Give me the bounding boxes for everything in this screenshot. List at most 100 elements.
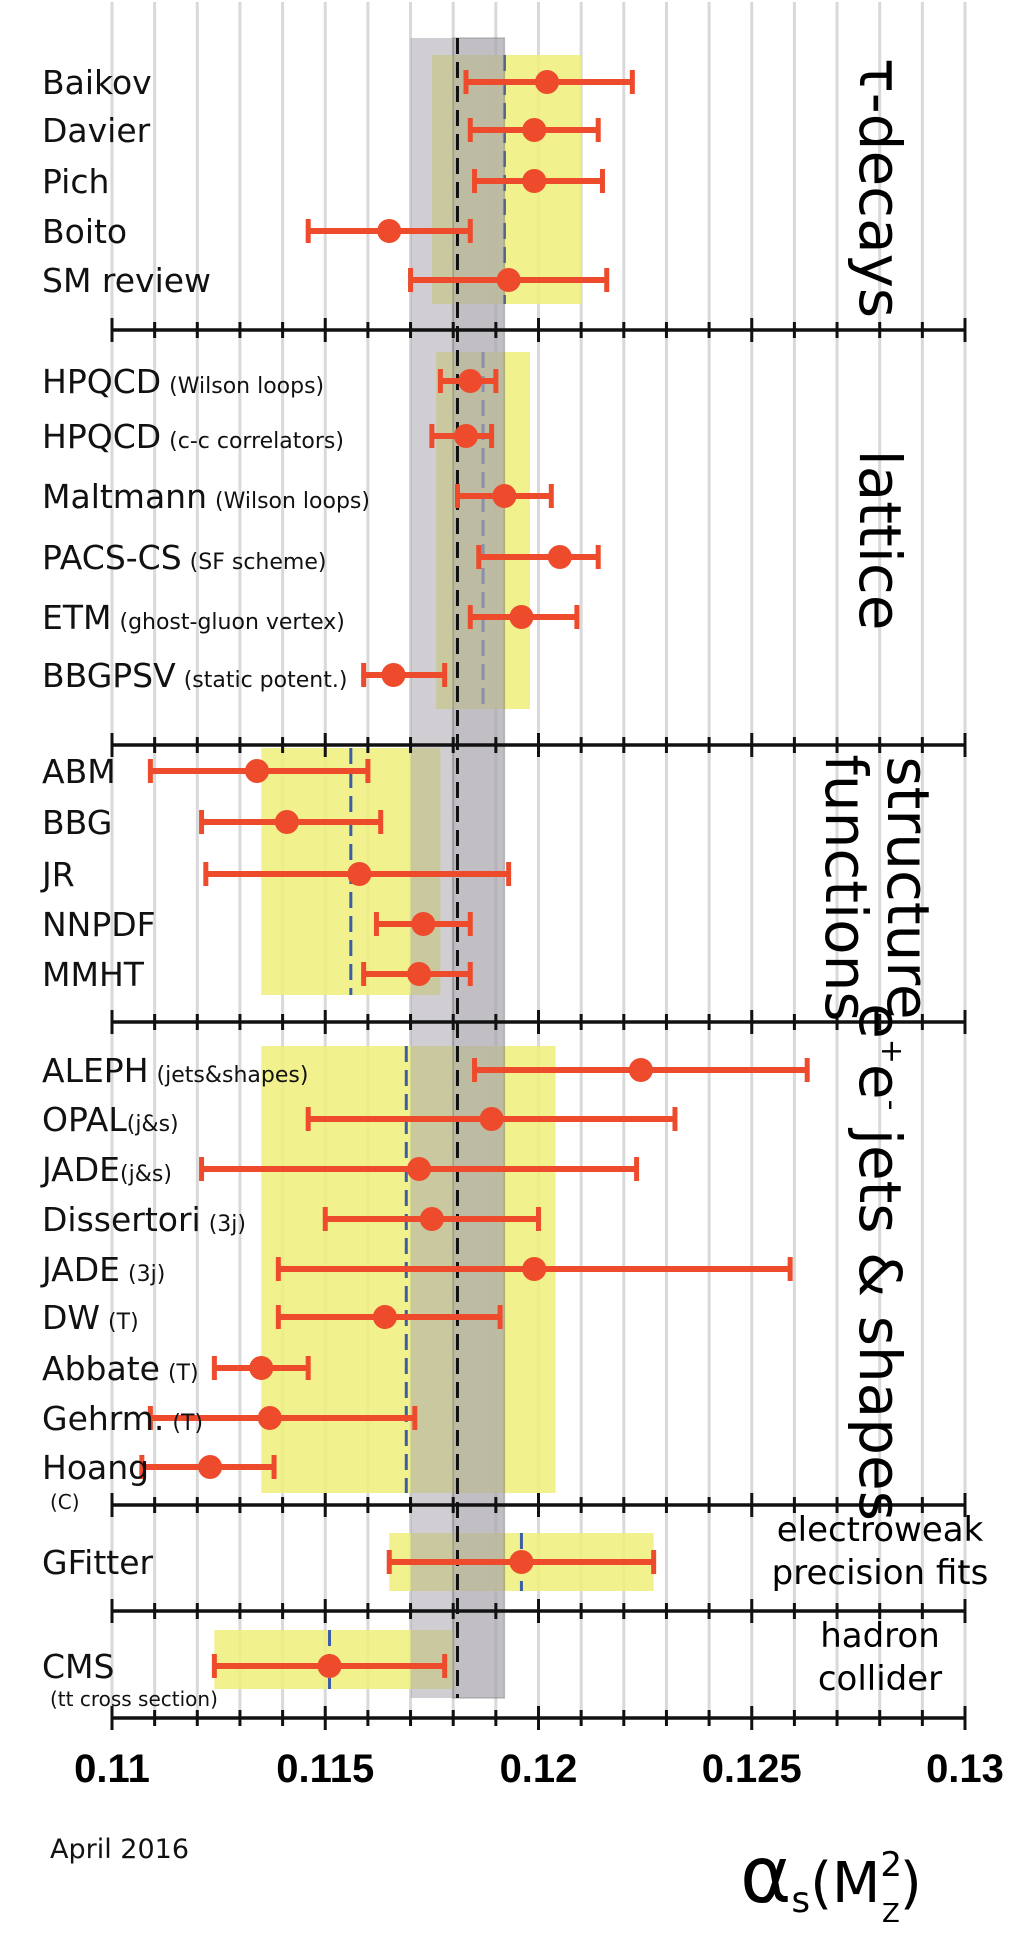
data-point [381, 663, 406, 687]
point-label-name: DW [42, 1298, 100, 1337]
measurement-lattice-5 [361, 663, 448, 687]
point-label-note: (T) [172, 1411, 203, 1436]
data-point [492, 484, 517, 508]
measurement-tau-decays-3 [305, 219, 473, 243]
date-label: April 2016 [50, 1834, 189, 1865]
measurement-ee-jets-shapes-2 [199, 1157, 640, 1181]
point-label-name: NNPDF [42, 905, 156, 944]
measurement-tau-decays-0 [463, 70, 635, 94]
measurement-ee-jets-shapes-3 [322, 1207, 541, 1231]
data-point [458, 369, 483, 393]
group-title-ee-jets-shapes: e+e- jets & shapes [846, 1003, 914, 1521]
point-label: SM review [42, 261, 211, 300]
x-tick-label: 0.12 [500, 1747, 578, 1791]
point-label-name: JR [40, 855, 75, 894]
point-label-name: Davier [42, 111, 151, 150]
point-label-name: Gehrm. [42, 1399, 164, 1438]
point-label: Baikov [42, 63, 152, 102]
point-label: NNPDF [42, 905, 156, 944]
data-point [274, 810, 299, 834]
point-label-note: (Wilson loops) [169, 374, 324, 399]
point-label: BBGPSV (static potent.) [42, 656, 347, 695]
x-tick-labels: 0.11 0.115 0.12 0.125 0.13 [74, 1747, 1004, 1791]
group-title-hadron-collider-line: collider [818, 1659, 942, 1699]
measurement-lattice-3 [476, 545, 601, 569]
point-label: Maltmann (Wilson loops) [42, 477, 370, 516]
x-axis-label-close: ) [900, 1851, 922, 1916]
data-point [522, 1257, 547, 1281]
point-label-name: Boito [42, 212, 127, 251]
point-label: ABM [42, 752, 116, 791]
measurement-lattice-4 [467, 605, 580, 629]
data-point [257, 1406, 282, 1430]
point-label-name: SM review [42, 261, 211, 300]
data-point [411, 912, 436, 936]
point-label-name: MMHT [42, 955, 145, 994]
measurement-layer [139, 70, 810, 1678]
point-label: PACS-CS (SF scheme) [42, 538, 326, 577]
point-label-note: (jets&shapes) [157, 1063, 309, 1088]
x-tick-label: 0.11 [74, 1747, 150, 1791]
point-label: HPQCD (Wilson loops) [42, 362, 324, 401]
point-label: Hoang [42, 1448, 149, 1487]
point-label-name: BBGPSV [42, 656, 176, 695]
group-title-tau-decays: τ-decays [846, 58, 914, 318]
group-title-electroweak-line: precision fits [772, 1553, 989, 1593]
measurement-tau-decays-1 [467, 118, 601, 142]
point-label-name: CMS [42, 1647, 114, 1686]
data-point [347, 862, 372, 886]
point-label-name: Abbate [42, 1349, 160, 1388]
point-label-name: Pich [42, 162, 109, 201]
point-label: GFitter [42, 1543, 154, 1582]
point-label-note: (static potent.) [184, 668, 348, 693]
data-point [522, 118, 547, 142]
world-average-inner-band [452, 37, 506, 1699]
data-point [407, 1157, 432, 1181]
data-point [479, 1107, 504, 1131]
measurement-structure-functions-1 [199, 810, 384, 834]
data-point [628, 1058, 653, 1082]
point-label: Dissertori (3j) [42, 1200, 246, 1239]
point-label-note: (Wilson loops) [215, 489, 370, 514]
point-label-name: ABM [42, 752, 116, 791]
point-label: MMHT [42, 955, 145, 994]
group-title-structure-functions-line: functions [812, 754, 880, 1021]
point-label-note: (T) [108, 1310, 139, 1335]
point-label: Boito [42, 212, 127, 251]
separator-layer [110, 318, 967, 1730]
x-axis-label: αs(M2 Z) [740, 1831, 922, 1929]
point-label-name: Baikov [42, 63, 152, 102]
point-label-name: ALEPH [42, 1051, 149, 1090]
point-label-name: Hoang [42, 1448, 149, 1487]
group-title-part: e [846, 1003, 914, 1039]
point-label-name: OPAL [42, 1100, 127, 1139]
data-point [509, 605, 534, 629]
label-layer: Baikov Davier Pich Boito SM review τ-decays HP… [40, 58, 988, 1711]
group-title-hadron-collider-line: hadron [820, 1616, 940, 1656]
data-point [453, 424, 478, 448]
x-axis-label-main: α [740, 1831, 791, 1921]
point-label: CMS [42, 1647, 114, 1686]
measurement-tau-decays-2 [472, 169, 605, 193]
point-label-note: (3j) [128, 1262, 165, 1287]
measurement-ee-jets-shapes-5 [275, 1305, 503, 1329]
group-title-part: e [846, 1064, 914, 1100]
point-label-note: (tt cross section) [50, 1687, 218, 1711]
point-label: Davier [42, 111, 151, 150]
measurement-ee-jets-shapes-6 [211, 1356, 311, 1380]
measurement-ee-jets-shapes-1 [305, 1107, 678, 1131]
point-label-note: (ghost-gluon vertex) [119, 610, 344, 635]
point-label-note: (T) [168, 1361, 199, 1386]
point-label: Abbate (T) [42, 1349, 199, 1388]
data-point [419, 1207, 444, 1231]
x-axis-label-arg-sub: Z [882, 1899, 900, 1929]
measurement-ee-jets-shapes-0 [472, 1058, 810, 1082]
point-label: BBG [42, 803, 112, 842]
point-label: JR [40, 855, 75, 894]
measurement-tau-decays-4 [408, 268, 610, 292]
group-title-electroweak-line: electroweak [777, 1510, 984, 1550]
point-label: OPAL(j&s) [42, 1100, 179, 1139]
point-label: JADE (3j) [40, 1250, 165, 1289]
point-label-note: (c-c correlators) [169, 429, 344, 454]
